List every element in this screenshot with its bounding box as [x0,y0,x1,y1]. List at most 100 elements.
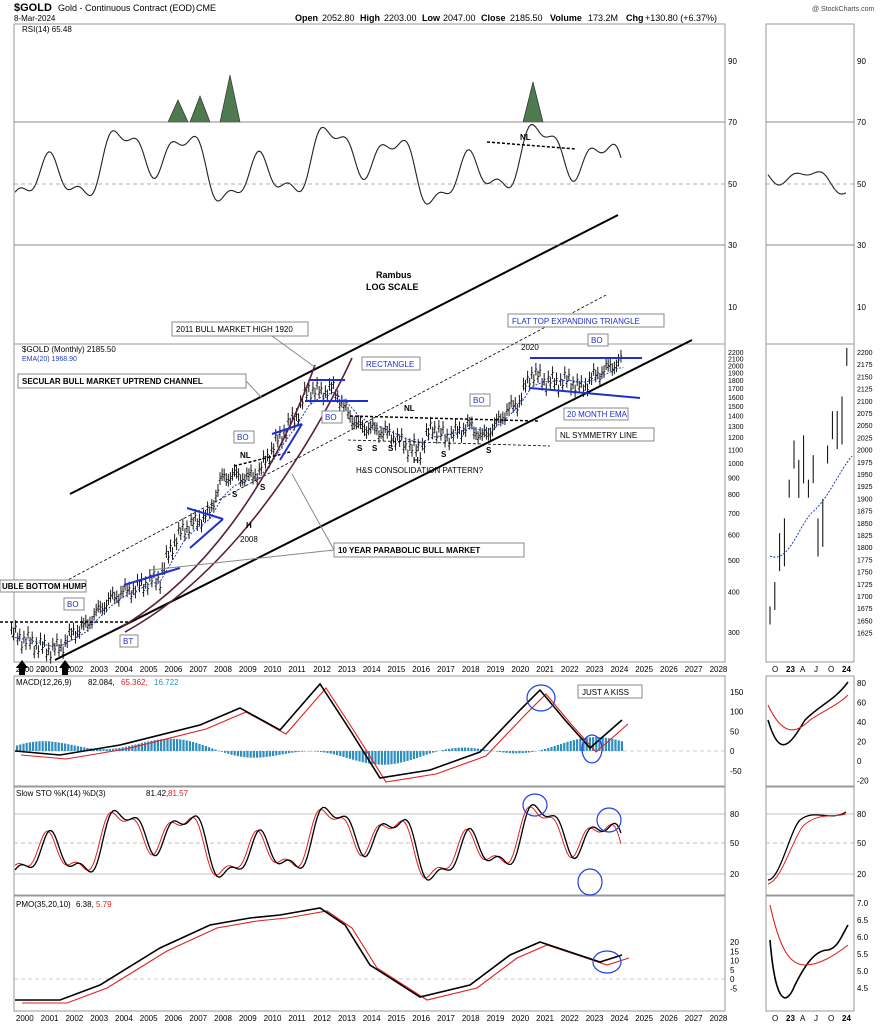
macd-histogram-bar [265,751,268,757]
macd-histogram-bar [38,741,41,751]
inset-x-label-bottom-3: J [814,1014,818,1023]
nl-hs-line [349,415,539,422]
s-hs-2: S [372,444,378,453]
bo-2008-box [233,430,255,444]
macd-histogram-bar [521,751,524,754]
macd-histogram-bar [611,738,614,751]
parabolic-pointer-1 [291,473,335,551]
year-2020-label: 2020 [521,343,539,352]
price-tick-500: 500 [728,558,740,565]
macd-histogram-bar [131,745,134,751]
x-label-top-2009: 2009 [239,665,257,674]
double-bottom-box [0,579,87,593]
open-value: 2052.80 [322,13,355,23]
rsi-tick-90: 90 [728,57,737,66]
macd-histogram-bar [64,743,67,751]
macd-histogram-bar [169,738,172,751]
sto-axis: 80 80 50 50 20 20 [730,810,866,879]
macd-histogram-bar [531,751,534,752]
macd-inset-tick-80: 80 [857,679,866,688]
macd-histogram-bar [96,748,99,751]
macd-histogram-bar [560,743,563,751]
macd-histogram-bar [300,751,303,752]
flat-top-label: FLAT TOP EXPANDING TRIANGLE [512,317,640,326]
sto-inset-tick-80: 80 [857,810,866,819]
price-tick-2100: 2100 [728,357,744,364]
macd-histogram-bar [323,751,326,753]
macd-histogram-bar [144,742,147,751]
macd-histogram-bar [115,748,118,751]
macd-histogram-bar [512,751,515,754]
parabolic-pointer-2 [149,549,335,571]
ema20-label: 20 MONTH EMA [567,410,628,419]
macd-histogram-bar [476,748,479,751]
macd-legend-value: 82.084, [88,678,115,687]
macd-histogram-bar [422,751,425,756]
x-label-top-2020: 2020 [511,665,529,674]
macd-histogram-bar [70,744,73,751]
x-label-bottom-2004: 2004 [115,1014,133,1023]
macd-histogram-bar [67,744,70,751]
x-label-top-2014: 2014 [363,665,381,674]
macd-histogram-bar [428,751,431,754]
price-tick-1300: 1300 [728,424,744,431]
price-inset-tick-2075: 2075 [857,411,873,418]
macd-histogram-bar [16,745,19,751]
x-axis: 2000 20200020012001200220022003200320042… [16,665,852,1023]
inset-x-label-2: A [800,665,806,674]
macd-histogram-bar [595,737,598,751]
close-label: Close [481,13,506,23]
secular-pointer [245,380,263,399]
macd-histogram-bar [380,751,383,765]
x-label-top-2022: 2022 [561,665,579,674]
nl-symmetry-box [555,427,655,442]
macd-histogram-bar [524,751,527,753]
kiss-box [577,684,643,699]
macd-histogram-bar [326,751,329,754]
macd-histogram-bar [358,751,361,762]
macd-histogram-bar [28,742,31,751]
macd-histogram-bar [118,747,121,751]
price-tick-1900: 1900 [728,371,744,378]
x-label-top-2013: 2013 [338,665,356,674]
macd-histogram-bar [499,751,502,753]
price-tick-800: 800 [728,492,740,499]
macd-histogram-bar [400,751,403,763]
s-hs-5: S [486,446,492,455]
macd-tick-0: 0 [730,747,735,756]
macd-circle-kiss [581,734,603,764]
macd-histogram-bar [48,741,51,751]
pmo-frame [13,895,726,1012]
description-label: Gold - Continuous Contract (EOD) [58,3,195,13]
macd-histogram-bar [108,748,111,751]
macd-histogram-bar [608,738,611,751]
pmo-inset-tick-7.0: 7.0 [857,899,869,908]
macd-inset-tick-0: 0 [857,757,862,766]
macd-histogram-bar [425,751,428,755]
annotation-labels: Rambus LOG SCALE 2011 BULL MARKET HIGH 1… [0,133,665,699]
macd-histogram-bar [147,741,150,751]
ema-line [11,367,624,647]
rsi-tick-50: 50 [728,180,737,189]
pmo-inset-line [769,924,849,999]
sto-frame [13,786,726,896]
volume-value: 173.2M [588,13,618,23]
macd-histogram-bar [188,741,191,751]
x-label-bottom-2010: 2010 [264,1014,282,1023]
sto-tick-50: 50 [730,839,739,848]
macd-histogram-bar [518,751,521,754]
macd-histogram-bar [233,751,236,756]
macd-histogram-bar [211,748,214,751]
macd-histogram-bar [41,741,44,751]
macd-axis: 150 100 50 0 -50 80 60 40 20 0 -20 [730,679,869,786]
price-inset-tick-1975: 1975 [857,460,873,467]
macd-histogram-bar [444,749,447,751]
price-tick-1700: 1700 [728,386,744,393]
nl-symmetry-line [347,439,551,447]
x-label-bottom-2001: 2001 [41,1014,59,1023]
rsi-line [14,124,622,205]
volume-label: Volume [550,13,582,23]
x-label-top-2028: 2028 [710,665,728,674]
x-label-bottom-2009: 2009 [239,1014,257,1023]
